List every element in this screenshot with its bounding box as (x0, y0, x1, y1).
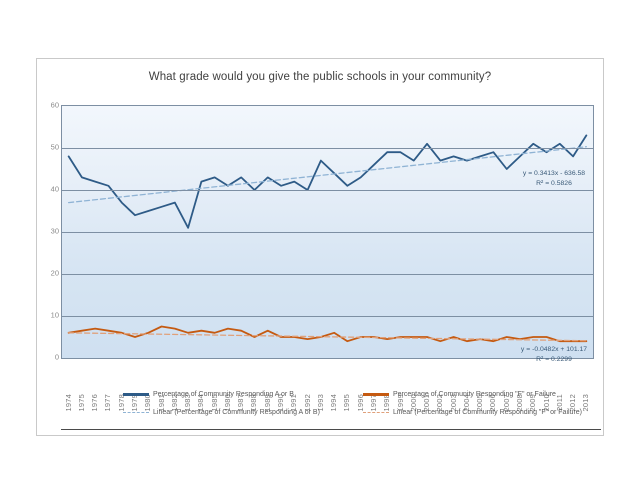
y-axis-tick-label: 0 (54, 352, 59, 362)
legend-swatch-line-icon (123, 393, 149, 396)
y-axis-tick-label: 50 (50, 142, 59, 152)
chart-svg (67, 134, 588, 343)
y-axis-tick-label: 30 (50, 226, 59, 236)
y-axis: 60 50 40 30 20 10 0 (37, 101, 59, 362)
gridline (62, 232, 593, 233)
ab-equation-text: y = 0.3413x - 636.58 (522, 170, 586, 177)
y-axis-tick-label: 60 (50, 100, 59, 110)
gridline (62, 190, 593, 191)
ab-r2-text: R² = 0.5826 (536, 180, 572, 188)
legend-swatch-line-icon (363, 393, 389, 396)
legend-item-trend-a-or-b: Linear (Percentage of Community Respondi… (123, 409, 320, 416)
trendline-path (67, 146, 588, 204)
legend-label-trend-f-or-failure: Linear (Percentage of Community Respondi… (393, 409, 582, 416)
legend-divider (61, 429, 601, 430)
f-r2-text: R² = 0.2299 (536, 356, 572, 364)
legend-item-trend-f-or-failure: Linear (Percentage of Community Respondi… (363, 409, 582, 416)
f-equation-text: y = -0.0482x + 101.17 (520, 346, 588, 353)
trendline-equation-a-or-b: y = 0.3413x - 636.58 R² = 0.5826 (489, 169, 619, 189)
y-axis-tick-label: 40 (50, 184, 59, 194)
legend-label-a-or-b: Percentage of Community Responding A or … (153, 391, 294, 398)
legend-item-a-or-b: Percentage of Community Responding A or … (123, 391, 294, 398)
legend-item-f-or-failure: Percentage of Community Responding "F" o… (363, 391, 556, 398)
chart-title: What grade would you give the public sch… (148, 71, 492, 83)
gridline (62, 316, 593, 317)
y-axis-tick-label: 20 (50, 268, 59, 278)
gridline (62, 274, 593, 275)
legend-label-f-or-failure: Percentage of Community Responding "F" o… (393, 391, 556, 398)
plot-area (61, 105, 594, 359)
y-axis-tick-label: 10 (50, 310, 59, 320)
gridline (62, 148, 593, 149)
legend-label-trend-a-or-b: Linear (Percentage of Community Respondi… (153, 409, 320, 416)
trendline-equation-f-or-failure: y = -0.0482x + 101.17 R² = 0.2299 (489, 345, 619, 365)
chart-legend: Percentage of Community Responding A or … (61, 389, 601, 433)
legend-swatch-dashed-line-icon (363, 412, 389, 413)
chart-container: What grade would you give the public sch… (36, 58, 604, 436)
legend-swatch-dashed-line-icon (123, 412, 149, 413)
trendline-path (67, 332, 588, 342)
data-series-path (67, 134, 588, 229)
